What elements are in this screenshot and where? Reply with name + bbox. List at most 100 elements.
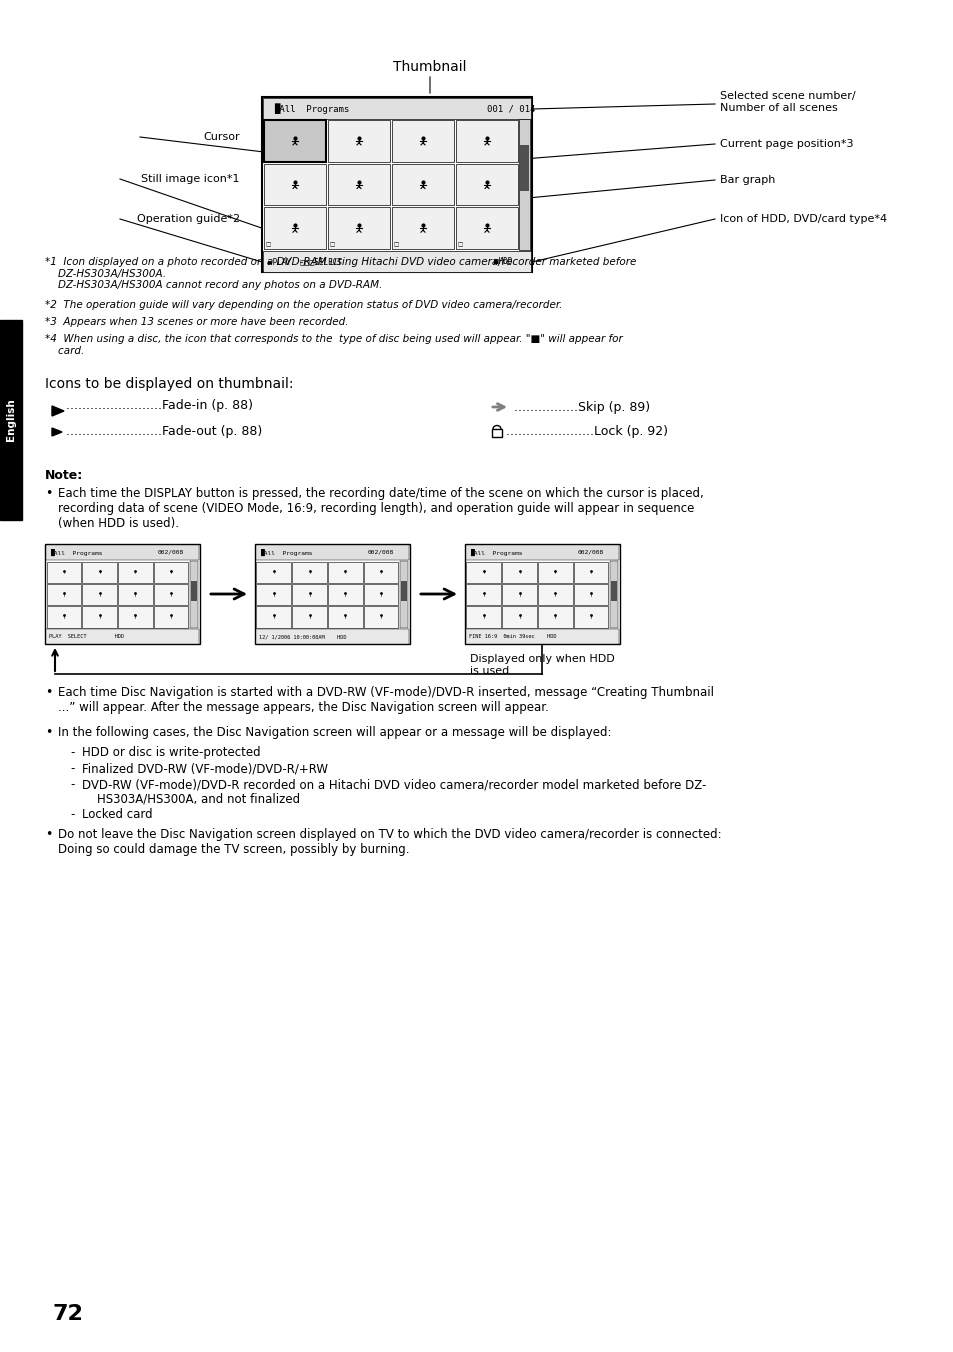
Text: -: - — [70, 777, 74, 791]
Bar — [292, 561, 327, 583]
Text: Note:: Note: — [45, 469, 83, 483]
Bar — [392, 164, 454, 206]
Bar — [519, 145, 529, 191]
Bar — [45, 544, 200, 644]
Text: •: • — [45, 726, 52, 740]
Bar — [256, 606, 291, 627]
Text: □: □ — [330, 242, 335, 247]
Bar — [392, 120, 454, 162]
Text: English: English — [6, 399, 16, 441]
Bar — [254, 544, 410, 644]
Text: Cursor: Cursor — [203, 132, 240, 142]
Text: ......................Lock (p. 92): ......................Lock (p. 92) — [505, 426, 667, 438]
Bar — [263, 97, 531, 119]
Bar — [264, 164, 326, 206]
Text: █All  Programs: █All Programs — [274, 104, 349, 115]
Text: □: □ — [394, 242, 399, 247]
Bar — [263, 251, 531, 272]
Bar — [47, 561, 81, 583]
Bar — [255, 629, 409, 644]
Bar — [292, 584, 327, 606]
Bar — [456, 207, 517, 249]
Polygon shape — [52, 429, 62, 435]
Bar — [264, 207, 326, 249]
Bar — [363, 584, 398, 606]
Text: Bar graph: Bar graph — [720, 174, 775, 185]
Bar — [118, 606, 152, 627]
Bar — [465, 545, 618, 560]
Bar — [328, 207, 390, 249]
Text: █All  Programs: █All Programs — [470, 549, 522, 556]
Text: Current page position*3: Current page position*3 — [720, 139, 853, 149]
Bar — [465, 629, 618, 644]
Text: Icon of HDD, DVD/card type*4: Icon of HDD, DVD/card type*4 — [720, 214, 886, 224]
Bar — [400, 581, 407, 602]
Bar — [537, 584, 572, 606]
Text: FINE 16:9  0min 39sec    HDD: FINE 16:9 0min 39sec HDD — [469, 634, 556, 639]
Text: ▶PLAY  □□□SELECT: ▶PLAY □□□SELECT — [268, 257, 341, 266]
Bar — [456, 164, 517, 206]
Text: 002/008: 002/008 — [368, 549, 394, 554]
Bar — [153, 561, 189, 583]
Text: -: - — [70, 808, 74, 821]
Text: Each time the DISPLAY button is pressed, the recording date/time of the scene on: Each time the DISPLAY button is pressed,… — [58, 487, 703, 530]
Bar — [399, 561, 408, 627]
Bar — [82, 606, 117, 627]
Bar — [492, 429, 501, 437]
Text: 002/008: 002/008 — [158, 549, 184, 554]
Polygon shape — [52, 406, 64, 416]
Text: *1  Icon displayed on a photo recorded on a DVD-RAM using Hitachi DVD video came: *1 Icon displayed on a photo recorded on… — [45, 257, 636, 291]
Bar — [573, 561, 608, 583]
Text: Each time Disc Navigation is started with a DVD-RW (VF-mode)/DVD-R inserted, mes: Each time Disc Navigation is started wit… — [58, 685, 713, 714]
Bar — [328, 561, 362, 583]
Text: ■HDD: ■HDD — [494, 257, 512, 266]
Text: Locked card: Locked card — [82, 808, 152, 821]
Bar — [82, 561, 117, 583]
Bar — [264, 120, 326, 162]
Bar — [262, 97, 532, 272]
Bar — [363, 606, 398, 627]
Bar — [46, 545, 199, 560]
Bar — [328, 606, 362, 627]
Bar — [537, 561, 572, 583]
Text: DVD-RW (VF-mode)/DVD-R recorded on a Hitachi DVD video camera/recorder model mar: DVD-RW (VF-mode)/DVD-R recorded on a Hit… — [82, 777, 705, 806]
Bar — [466, 584, 500, 606]
Text: 001 / 014: 001 / 014 — [486, 104, 535, 114]
Text: *3  Appears when 13 scenes or more have been recorded.: *3 Appears when 13 scenes or more have b… — [45, 316, 348, 327]
Text: 002/008: 002/008 — [578, 549, 603, 554]
Text: PLAY  SELECT         HDD: PLAY SELECT HDD — [49, 634, 124, 639]
Bar — [466, 606, 500, 627]
Text: -: - — [70, 746, 74, 758]
Bar — [46, 629, 199, 644]
Text: Displayed only when HDD
is used: Displayed only when HDD is used — [470, 654, 614, 676]
Text: □: □ — [266, 242, 271, 247]
Bar — [153, 584, 189, 606]
Text: Do not leave the Disc Navigation screen displayed on TV to which the DVD video c: Do not leave the Disc Navigation screen … — [58, 827, 720, 856]
Bar — [573, 606, 608, 627]
Text: •: • — [45, 685, 52, 699]
Bar — [501, 584, 537, 606]
Bar — [456, 120, 517, 162]
Text: •: • — [45, 487, 52, 500]
Bar — [0, 320, 22, 521]
Bar — [153, 606, 189, 627]
Text: Thumbnail: Thumbnail — [393, 59, 466, 74]
Bar — [537, 606, 572, 627]
Bar — [256, 561, 291, 583]
Bar — [47, 584, 81, 606]
Bar — [466, 561, 500, 583]
Text: ........................Fade-out (p. 88): ........................Fade-out (p. 88) — [66, 426, 262, 438]
Bar — [328, 164, 390, 206]
Text: █All  Programs: █All Programs — [50, 549, 102, 556]
Text: 72: 72 — [52, 1303, 83, 1324]
Bar — [610, 581, 617, 602]
Text: In the following cases, the Disc Navigation screen will appear or a message will: In the following cases, the Disc Navigat… — [58, 726, 611, 740]
Bar — [501, 606, 537, 627]
Bar — [47, 606, 81, 627]
Bar — [191, 581, 196, 602]
Text: HDD or disc is write-protected: HDD or disc is write-protected — [82, 746, 260, 758]
Text: *2  The operation guide will vary depending on the operation status of DVD video: *2 The operation guide will vary dependi… — [45, 300, 561, 310]
Text: Selected scene number/
Number of all scenes: Selected scene number/ Number of all sce… — [720, 91, 855, 112]
Text: Still image icon*1: Still image icon*1 — [141, 174, 240, 184]
Bar — [501, 561, 537, 583]
